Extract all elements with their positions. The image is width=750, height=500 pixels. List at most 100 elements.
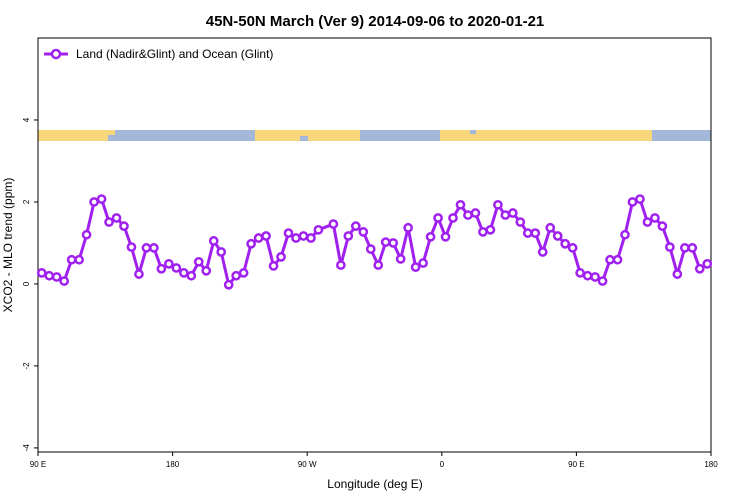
data-point xyxy=(350,221,361,231)
data-point xyxy=(44,270,55,281)
data-point xyxy=(478,227,488,237)
data-point xyxy=(358,227,369,237)
data-point xyxy=(156,263,167,274)
x-tick-label: 180 xyxy=(704,460,718,469)
data-point xyxy=(201,265,212,276)
data-point xyxy=(395,254,406,264)
x-tick-label: 90 W xyxy=(298,460,317,469)
data-point xyxy=(500,210,511,220)
legend-marker xyxy=(50,48,62,60)
data-point xyxy=(605,254,615,265)
data-point xyxy=(485,224,496,235)
data-point xyxy=(380,237,391,247)
data-point xyxy=(448,213,458,223)
data-point xyxy=(343,231,354,241)
data-point xyxy=(702,259,713,269)
data-point xyxy=(59,276,70,286)
data-point xyxy=(365,244,376,254)
x-tick-label: 90 E xyxy=(30,460,46,469)
data-point xyxy=(208,236,219,246)
y-tick-label: 2 xyxy=(22,199,31,204)
data-point xyxy=(642,217,653,227)
data-point xyxy=(515,217,526,227)
data-point xyxy=(81,229,92,240)
data-point xyxy=(74,254,84,265)
data-point xyxy=(238,268,249,278)
data-point xyxy=(126,242,137,252)
data-point xyxy=(657,221,668,231)
data-point xyxy=(567,243,578,253)
data-point xyxy=(612,254,623,265)
y-tick-label: 0 xyxy=(22,281,31,286)
data-point xyxy=(530,228,541,238)
data-point xyxy=(388,238,399,248)
x-tick-label: 90 E xyxy=(568,460,584,469)
data-point xyxy=(193,256,204,267)
y-axis-label: XCO2 - MLO trend (ppm) xyxy=(1,178,15,313)
data-point xyxy=(440,231,451,242)
data-point xyxy=(36,268,47,278)
data-point xyxy=(507,208,518,218)
data-point xyxy=(336,260,346,270)
data-point xyxy=(306,233,316,243)
data-point xyxy=(298,231,309,241)
data-point xyxy=(246,238,256,249)
data-point xyxy=(111,213,122,223)
data-point xyxy=(178,268,189,278)
data-point xyxy=(104,217,114,227)
x-tick-label: 180 xyxy=(166,460,180,469)
data-point xyxy=(493,199,503,210)
data-point xyxy=(463,210,473,220)
data-point xyxy=(635,194,645,204)
data-point xyxy=(627,197,638,207)
data-point xyxy=(694,263,705,274)
data-point xyxy=(119,221,129,231)
data-point xyxy=(537,247,548,257)
data-point xyxy=(171,263,182,273)
data-point xyxy=(679,243,690,253)
data-point xyxy=(231,270,242,281)
data-point xyxy=(433,213,443,223)
data-point xyxy=(470,208,481,218)
data-point xyxy=(522,228,533,238)
data-point xyxy=(164,259,174,269)
data-point xyxy=(410,262,421,272)
land-ocean-strip xyxy=(38,130,711,141)
data-point xyxy=(455,199,466,210)
data-point xyxy=(590,272,600,282)
data-point xyxy=(545,222,556,233)
data-point xyxy=(261,231,271,241)
data-point xyxy=(141,243,152,253)
data-point xyxy=(268,261,279,271)
data-point xyxy=(186,270,197,281)
data-point xyxy=(418,258,428,268)
data-point xyxy=(96,194,107,204)
data-point xyxy=(373,260,384,270)
legend-label: Land (Nadir&Glint) and Ocean (Glint) xyxy=(76,47,273,61)
data-point xyxy=(149,243,159,253)
data-point xyxy=(216,247,227,257)
data-point xyxy=(283,228,294,238)
data-point xyxy=(665,242,675,252)
y-tick-label: -2 xyxy=(22,362,31,370)
data-point xyxy=(650,213,660,223)
x-axis-label: Longitude (deg E) xyxy=(327,477,422,491)
data-point xyxy=(223,279,234,290)
data-point xyxy=(253,233,264,243)
data-point xyxy=(291,233,301,243)
data-point xyxy=(597,276,608,286)
x-tick-label: 0 xyxy=(440,460,445,469)
data-point xyxy=(425,231,436,242)
data-point xyxy=(560,238,571,249)
y-tick-label: -4 xyxy=(22,444,31,452)
data-point xyxy=(134,269,144,279)
chart-title: 45N-50N March (Ver 9) 2014-09-06 to 2020… xyxy=(206,13,545,30)
data-point xyxy=(403,222,413,233)
data-point xyxy=(687,243,698,253)
plot-frame xyxy=(37,37,712,453)
data-point xyxy=(672,269,683,279)
data-point xyxy=(276,252,286,262)
y-tick-label: 4 xyxy=(22,117,31,122)
data-point xyxy=(89,197,99,207)
